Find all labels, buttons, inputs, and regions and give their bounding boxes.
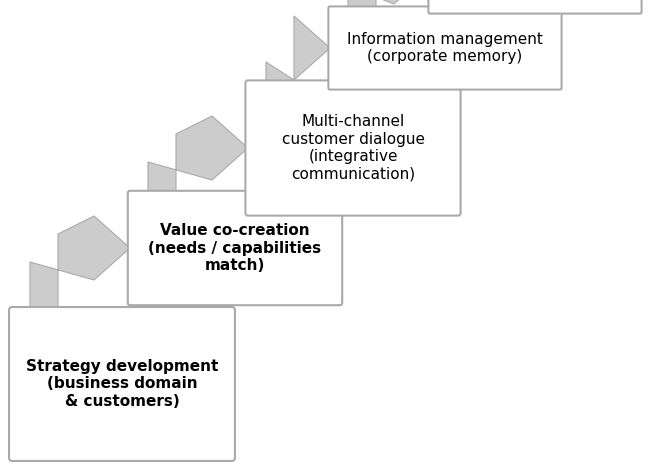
FancyBboxPatch shape xyxy=(9,307,235,461)
FancyBboxPatch shape xyxy=(328,7,562,90)
Polygon shape xyxy=(348,0,430,88)
Text: Value co-creation
(needs / capabilities
match): Value co-creation (needs / capabilities … xyxy=(148,223,322,273)
FancyBboxPatch shape xyxy=(128,191,342,305)
FancyBboxPatch shape xyxy=(428,0,642,14)
Text: Information management
(corporate memory): Information management (corporate memory… xyxy=(347,32,543,64)
FancyBboxPatch shape xyxy=(246,80,461,216)
Polygon shape xyxy=(148,116,248,303)
Polygon shape xyxy=(266,16,330,213)
Polygon shape xyxy=(30,216,130,458)
Text: Strategy development
(business domain
& customers): Strategy development (business domain & … xyxy=(26,359,218,409)
Text: Multi-channel
customer dialogue
(integrative
communication): Multi-channel customer dialogue (integra… xyxy=(281,114,424,182)
